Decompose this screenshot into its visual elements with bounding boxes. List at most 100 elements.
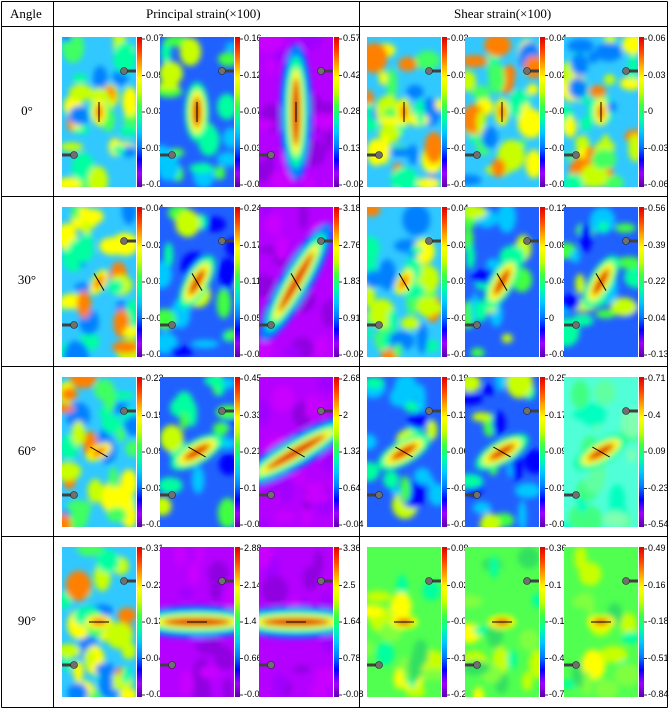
colorbar-tick-label: 0.91: [343, 312, 361, 323]
colorbar-tick-label: -0.01: [451, 312, 472, 323]
contour-field: [367, 37, 441, 187]
colorbar: [334, 37, 339, 187]
strain-map-panel: 0.22 0.15 0.09 0.03 -0.03: [62, 374, 172, 535]
crack-line: [188, 446, 206, 458]
strain-map-panel: 0.25 0.17 0.09 0.01 -0.08: [465, 374, 575, 535]
colorbar-tick-label: -0.01: [244, 349, 265, 359]
colorbar-tick-label: 0.64: [343, 482, 361, 493]
crack-line: [592, 446, 610, 458]
colorbar-tick-label: 0.15: [146, 409, 164, 420]
angle-label-60: 60°: [17, 443, 37, 458]
contour-field: [367, 377, 441, 527]
colorbar-tick-label: 2.88: [244, 543, 262, 553]
clip-gauge-icon: [62, 407, 136, 499]
colorbar-tick-label: -0.01: [451, 482, 472, 493]
crack-line: [496, 273, 508, 291]
colorbar: [334, 377, 339, 527]
strain-map-panel: 0.12 0.08 0.04 0 -0.04: [465, 204, 575, 365]
strain-map-panel: 0.36 0.1 -0.17 -0.43 -0.74: [465, 544, 575, 705]
colorbar-tick-label: 0.01: [549, 482, 567, 493]
colorbar-tick-label: -0.03: [451, 349, 472, 359]
contour-field: [564, 207, 638, 357]
colorbar-tick-label: 1.83: [343, 276, 361, 286]
contour-field: [259, 207, 333, 357]
colorbar-tick-label: 0.02: [549, 69, 567, 80]
strain-contour-map: [62, 207, 145, 357]
contour-field: [259, 377, 333, 527]
colorbar-tick-label: 0.16: [648, 579, 666, 590]
colorbar-tick-label: -0.08: [549, 519, 570, 529]
crack-line: [287, 446, 305, 458]
clip-gauge-icon: [367, 67, 441, 159]
colorbar-tick-label: -0.02: [244, 519, 265, 529]
colorbar-tick-label: 0.66: [244, 652, 262, 663]
colorbar-tick-label: 0.24: [244, 203, 262, 213]
colorbar-tick-label: -0.01: [146, 312, 167, 323]
colorbar-tick-label: 0.22: [146, 579, 164, 590]
strain-map-panel: 0.09 0.02 -0.06 -0.13 -0.2: [367, 544, 477, 705]
angle-label-90: 90°: [17, 613, 37, 628]
colorbar-tick-label: -0.18: [648, 616, 669, 626]
colorbar-tick-label: 2: [343, 409, 349, 420]
colorbar-tick-label: -0.04: [549, 349, 570, 359]
colorbar-tick-label: -0.05: [146, 689, 167, 699]
strain-contour-map: [564, 207, 647, 357]
colorbar-tick-label: 0.03: [146, 482, 164, 493]
strain-map-panel: 3.18 2.76 1.83 0.91 -0.02: [259, 203, 369, 365]
colorbar-tick-label: 0.19: [451, 373, 469, 383]
strain-map-panel: 0.04 0.02 0.01 -0.01 -0.02: [62, 204, 172, 365]
contour-field: [465, 37, 539, 187]
strain-map-panel: 0.04 0.02 0.01 -0.01 -0.03: [367, 204, 477, 365]
colorbar: [137, 207, 142, 357]
colorbar-tick-label: 0.11: [244, 276, 261, 286]
colorbar-tick-label: -0.23: [648, 482, 669, 493]
colorbar-tick-label: 0.12: [244, 69, 262, 80]
colorbar-tick-label: -0.54: [648, 519, 669, 529]
strain-contour-map: [160, 37, 243, 187]
colorbar-tick-label: 0.03: [451, 33, 469, 43]
clip-gauge-icon: [259, 577, 333, 669]
clip-gauge-icon: [160, 577, 234, 669]
colorbar-tick-label: 0.01: [146, 142, 164, 153]
colorbar-tick-label: 0.28: [343, 106, 361, 116]
colorbar-tick-label: -0.2: [451, 689, 467, 699]
colorbar-tick-label: 0.45: [244, 373, 262, 383]
colorbar-tick-label: -0.13: [648, 349, 669, 359]
colorbar-tick-label: 2.68: [343, 373, 361, 383]
colorbar-tick-label: 0.06: [451, 446, 469, 456]
crack-line: [398, 273, 410, 291]
colorbar-tick-label: 0.1: [244, 482, 257, 493]
colorbar-tick-label: 3.18: [343, 203, 361, 213]
clip-gauge-icon: [62, 237, 136, 329]
colorbar: [540, 37, 545, 187]
colorbar: [540, 207, 545, 357]
clip-gauge-icon: [465, 67, 539, 159]
clip-gauge-icon: [465, 237, 539, 329]
colorbar: [639, 37, 644, 187]
colorbar: [235, 37, 240, 187]
colorbar-tick-label: 3.36: [343, 543, 361, 553]
clip-gauge-icon: [564, 577, 638, 669]
colorbar-tick-label: 0: [648, 106, 654, 116]
contour-field: [564, 547, 638, 697]
colorbar-tick-label: -0.03: [549, 142, 570, 153]
colorbar-tick-label: -0.51: [648, 652, 669, 663]
colorbar-tick-label: -0.03: [146, 519, 167, 529]
strain-contour-map: [259, 377, 342, 527]
colorbar-tick-label: 0.04: [549, 33, 567, 43]
colorbar-tick-label: -0.04: [343, 519, 364, 529]
strain-contour-map: [367, 37, 450, 187]
colorbar-tick-label: -0.43: [549, 652, 570, 663]
colorbar-tick-label: 0.71: [648, 373, 666, 383]
colorbar-tick-label: -0.03: [648, 142, 669, 153]
clip-gauge-icon: [259, 237, 333, 329]
colorbar: [334, 207, 339, 357]
clip-gauge-icon: [62, 67, 136, 159]
colorbar-tick-label: 0.33: [244, 409, 262, 420]
colorbar-tick-label: -0.03: [451, 142, 472, 153]
contour-field: [160, 547, 234, 697]
colorbar: [639, 207, 644, 357]
strain-map-panel: 0.45 0.33 0.21 0.1 -0.02: [160, 373, 270, 535]
contour-field: [62, 547, 136, 697]
